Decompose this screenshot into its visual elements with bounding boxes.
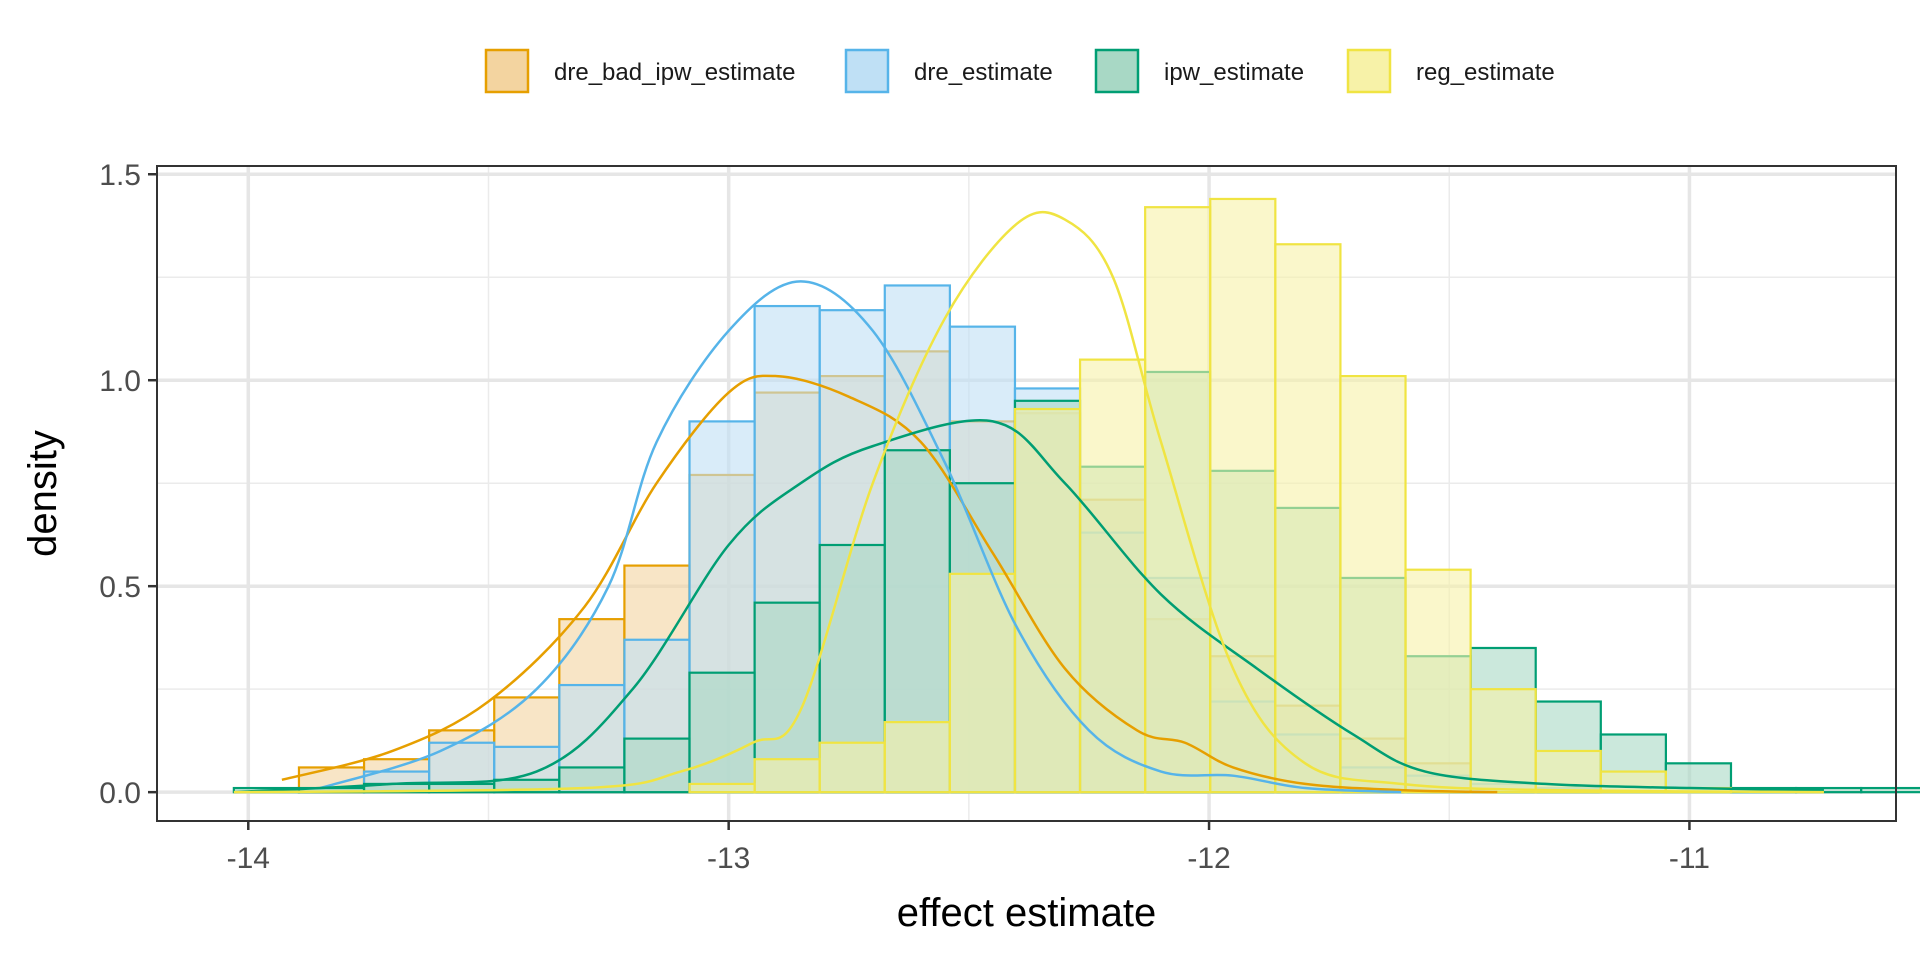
legend-label: ipw_estimate: [1164, 59, 1304, 86]
density-curve-reg_estimate: [233, 210, 1824, 794]
legend-swatch: [484, 48, 530, 94]
legend-item-dre_bad_ipw_estimate: dre_bad_ipw_estimate: [484, 48, 796, 94]
legend-label: dre_bad_ipw_estimate: [554, 59, 796, 86]
x-axis-title: effect estimate: [897, 891, 1156, 935]
density-curve-dre_bad_ipw_estimate: [281, 374, 1498, 794]
legend-item-reg_estimate: reg_estimate: [1346, 48, 1555, 94]
x-tick-label: -13: [707, 842, 750, 875]
legend-item-dre_estimate: dre_estimate: [844, 48, 1053, 94]
y-tick-label: 1.0: [99, 365, 141, 398]
panel-border: [156, 165, 1897, 822]
histogram-bar: [1860, 786, 1920, 794]
histogram-bar: [1599, 770, 1667, 794]
axes: -14 -13 -12 -11 0.0 0.5 1.0 1.5: [99, 159, 1710, 875]
density-curves: [233, 210, 1824, 794]
histogram-bar: [1274, 243, 1342, 794]
density-curve-dre_estimate: [319, 280, 1402, 794]
histogram-bar: [753, 758, 821, 794]
legend-label: dre_estimate: [914, 59, 1053, 86]
y-axis-title: density: [21, 430, 65, 557]
y-tick-label: 0.0: [99, 777, 141, 810]
histogram-bar: [948, 572, 1017, 794]
histogram-bars: [232, 197, 1920, 794]
histogram-bar: [1339, 374, 1407, 794]
legend-swatch: [1094, 48, 1140, 94]
x-tick-label: -11: [1669, 842, 1710, 875]
histogram-bar: [818, 741, 886, 794]
legend-swatch: [844, 48, 890, 94]
legend-label: reg_estimate: [1416, 59, 1555, 86]
histogram-bar: [1209, 197, 1277, 794]
plot-panel: [156, 165, 1920, 822]
density-curve-ipw_estimate: [233, 419, 1824, 794]
x-tick-label: -14: [227, 842, 270, 875]
histogram-bar: [883, 721, 951, 794]
legend: dre_bad_ipw_estimate dre_estimate ipw_esti…: [484, 48, 1555, 94]
bars-reg_estimate: [688, 197, 1733, 794]
histogram-bar: [1013, 407, 1082, 794]
y-tick-label: 0.5: [99, 571, 141, 604]
legend-item-ipw_estimate: ipw_estimate: [1094, 48, 1304, 94]
histogram-bar: [688, 671, 756, 794]
histogram-bar: [688, 782, 756, 794]
y-tick-label: 1.5: [99, 159, 141, 192]
histogram-bar: [1469, 688, 1537, 794]
histogram-bar: [1078, 358, 1147, 794]
histogram-bar: [1404, 568, 1472, 794]
legend-swatch: [1346, 48, 1392, 94]
x-tick-label: -12: [1187, 842, 1230, 875]
